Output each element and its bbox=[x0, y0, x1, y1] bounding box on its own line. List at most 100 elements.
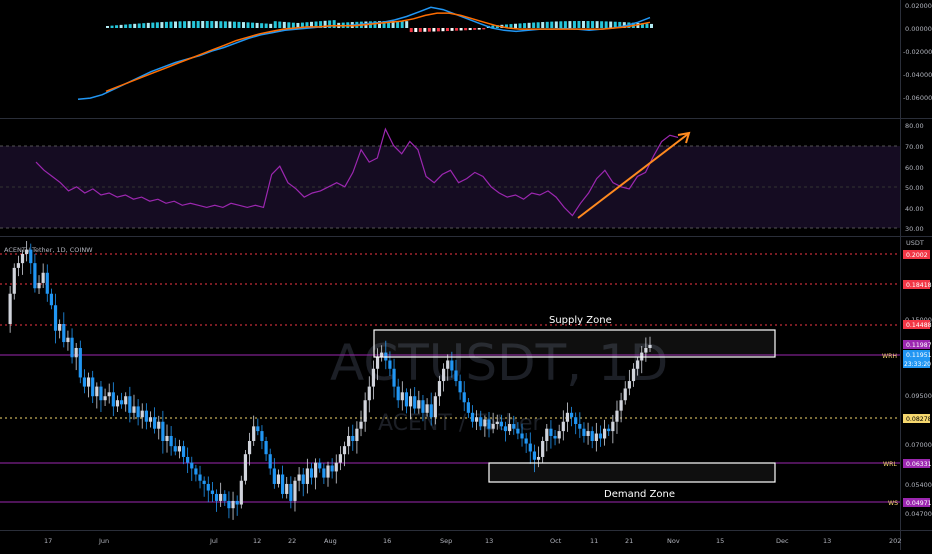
macd-hist-bar bbox=[514, 23, 517, 28]
macd-hist-bar bbox=[554, 21, 558, 28]
candle-body bbox=[569, 412, 574, 418]
candle-body bbox=[169, 435, 173, 447]
macd-hist-bar bbox=[464, 28, 468, 31]
macd-hist-bar bbox=[405, 21, 409, 28]
candle-body bbox=[285, 483, 289, 494]
macd-hist-bar bbox=[278, 21, 282, 28]
candle-body bbox=[210, 490, 215, 494]
macd-hist-bar bbox=[613, 21, 617, 28]
price-axis-label: 0.09500 bbox=[905, 392, 932, 400]
candle-body bbox=[161, 421, 165, 441]
candle-body bbox=[413, 396, 417, 409]
macd-hist-bar bbox=[595, 21, 599, 28]
candle-body bbox=[53, 305, 58, 331]
candle-body bbox=[33, 263, 37, 289]
macd-hist-bar bbox=[423, 28, 427, 32]
candle-body bbox=[198, 474, 202, 481]
candle-body bbox=[25, 249, 29, 254]
macd-hist-bar bbox=[187, 21, 191, 28]
candle-body bbox=[574, 417, 578, 425]
candle-body bbox=[260, 431, 264, 441]
macd-hist-bar bbox=[169, 21, 173, 28]
macd-hist-bar bbox=[378, 21, 381, 28]
rsi-line bbox=[35, 127, 679, 217]
time-axis-label: Sep bbox=[440, 537, 452, 545]
macd-hist-bar bbox=[591, 21, 595, 28]
candle-body bbox=[396, 386, 400, 401]
macd-hist-bar bbox=[264, 23, 268, 28]
candle-body bbox=[392, 368, 396, 387]
macd-hist-bar bbox=[296, 22, 300, 28]
macd-hist-bar bbox=[164, 21, 168, 28]
macd-hist-bar bbox=[536, 22, 540, 28]
candle-body bbox=[8, 293, 12, 325]
candle-body bbox=[70, 337, 74, 358]
candle-body bbox=[91, 377, 95, 397]
candle-body bbox=[181, 446, 186, 457]
macd-hist-bar bbox=[246, 22, 250, 28]
time-axis-label: 15 bbox=[716, 537, 724, 545]
candle-body bbox=[479, 417, 483, 427]
macd-axis-label: 0.02000 bbox=[905, 2, 932, 10]
macd-hist-bar bbox=[251, 22, 255, 28]
macd-hist-bar bbox=[287, 22, 291, 28]
candle-body bbox=[644, 347, 648, 353]
macd-hist-bar bbox=[400, 21, 404, 28]
macd-hist-bar bbox=[640, 23, 644, 28]
time-axis-label: 21 bbox=[625, 537, 633, 545]
macd-hist-bar bbox=[151, 22, 155, 28]
candle-body bbox=[586, 431, 590, 436]
candle-body bbox=[454, 370, 458, 382]
candle-body bbox=[425, 404, 429, 413]
candle-body bbox=[520, 433, 524, 439]
candle-body bbox=[433, 396, 437, 418]
macd-hist-bar bbox=[273, 21, 277, 28]
macd-hist-bar bbox=[396, 21, 400, 28]
candle-body bbox=[49, 293, 54, 306]
price-axis-label: 0.04700 bbox=[905, 510, 932, 518]
macd-hist-bar bbox=[545, 21, 549, 28]
macd-hist-bar bbox=[291, 22, 295, 28]
candle-body bbox=[536, 456, 541, 460]
level-badge-wrh bbox=[903, 340, 930, 349]
candle-body bbox=[243, 454, 248, 481]
candle-body bbox=[623, 388, 627, 401]
macd-hist-bar bbox=[260, 23, 264, 28]
candle-body bbox=[338, 454, 342, 463]
macd-hist-bar bbox=[310, 21, 313, 28]
macd-hist-bar bbox=[609, 21, 613, 28]
level-badge-3-text: 0.14488 bbox=[906, 322, 932, 329]
level-badge-yellow bbox=[903, 414, 930, 423]
macd-hist-bar bbox=[119, 24, 123, 28]
macd-hist-bar bbox=[160, 22, 164, 28]
candle-body bbox=[549, 428, 553, 436]
candle-body bbox=[470, 412, 475, 422]
candle-body bbox=[466, 402, 470, 413]
candle-body bbox=[375, 357, 380, 369]
candle-body bbox=[491, 424, 495, 429]
macd-hist-bar bbox=[645, 23, 649, 28]
macd-hist-bar bbox=[559, 21, 563, 28]
candle-body bbox=[231, 500, 235, 509]
macd-hist-bar bbox=[305, 22, 309, 28]
candle-body bbox=[487, 419, 491, 429]
candle-body bbox=[247, 440, 252, 455]
candle-body bbox=[132, 406, 136, 413]
candle-body bbox=[512, 424, 516, 429]
candle-body bbox=[342, 446, 347, 455]
macd-hist-bar bbox=[572, 21, 576, 28]
macd-hist-bar bbox=[232, 21, 236, 28]
candle-body bbox=[186, 456, 190, 463]
macd-hist-bar bbox=[115, 25, 119, 28]
candle-body bbox=[202, 480, 206, 484]
macd-hist-bar bbox=[196, 21, 200, 28]
candle-body bbox=[499, 421, 503, 427]
candle-body bbox=[115, 400, 120, 407]
macd-hist-bar bbox=[242, 22, 245, 28]
rsi-axis-label: 40.00 bbox=[905, 205, 924, 213]
supply-zone[interactable] bbox=[373, 329, 776, 358]
level-badge-yellow-text: 0.08278 bbox=[906, 416, 932, 423]
demand-zone[interactable] bbox=[488, 462, 776, 483]
candle-body bbox=[268, 454, 272, 469]
candle-body bbox=[153, 417, 157, 429]
